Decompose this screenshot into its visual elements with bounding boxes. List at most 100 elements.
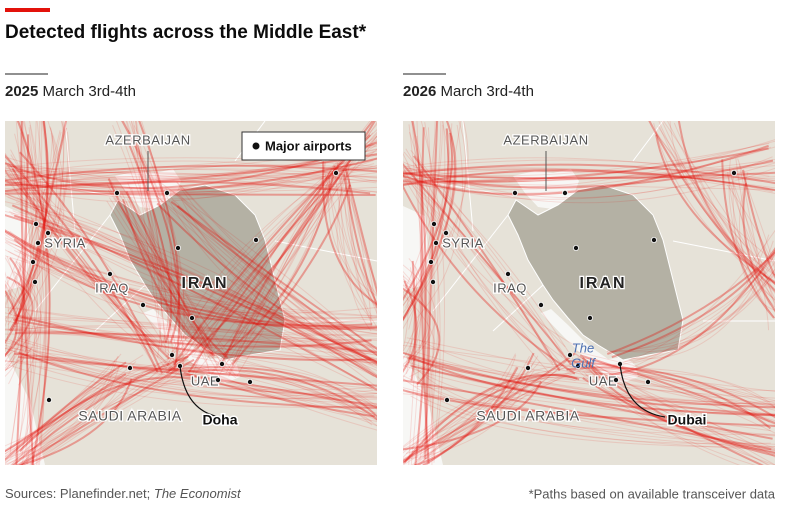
flight-path bbox=[5, 344, 377, 395]
flight-path bbox=[403, 393, 775, 453]
flight-path bbox=[575, 353, 769, 465]
flight-path bbox=[5, 158, 377, 191]
flight-path bbox=[19, 132, 46, 465]
flight-path bbox=[417, 376, 775, 435]
flight-path bbox=[403, 168, 775, 194]
flight-path bbox=[571, 363, 756, 465]
flight-path bbox=[420, 121, 445, 463]
flight-path bbox=[125, 121, 186, 352]
flight-path bbox=[5, 170, 377, 182]
flight-path bbox=[5, 172, 377, 187]
country-label: IRAN bbox=[579, 275, 626, 292]
flight-path bbox=[13, 214, 377, 365]
flight-path bbox=[5, 154, 159, 373]
flight-path bbox=[5, 127, 68, 291]
flight-path bbox=[403, 371, 540, 459]
flight-path bbox=[403, 146, 775, 191]
flight-path bbox=[403, 377, 771, 445]
flight-path bbox=[403, 355, 775, 392]
flight-path bbox=[5, 329, 377, 360]
airport bbox=[188, 314, 195, 321]
flight-path bbox=[5, 160, 377, 183]
flight-path bbox=[167, 148, 377, 380]
annotation-leader bbox=[619, 363, 666, 418]
flight-path bbox=[345, 169, 377, 296]
flight-path bbox=[403, 279, 422, 364]
flight-path bbox=[403, 376, 586, 454]
flight-path bbox=[623, 261, 775, 373]
flight-path bbox=[648, 121, 775, 292]
airport bbox=[252, 237, 259, 244]
flight-path bbox=[228, 163, 335, 375]
flight-path bbox=[20, 369, 178, 465]
flight-path bbox=[5, 177, 156, 348]
flight-path bbox=[131, 121, 169, 367]
flight-path bbox=[18, 355, 377, 387]
flight-path bbox=[8, 162, 172, 370]
flight-path bbox=[7, 121, 65, 312]
airport bbox=[566, 351, 573, 358]
flight-path bbox=[5, 361, 127, 462]
airport bbox=[46, 396, 53, 403]
flight-path bbox=[5, 157, 377, 193]
flight-path bbox=[5, 316, 377, 362]
flight-path bbox=[5, 255, 377, 335]
flight-path bbox=[348, 179, 373, 325]
flight-path bbox=[632, 234, 770, 364]
flight-path bbox=[403, 264, 436, 368]
flight-path bbox=[23, 351, 175, 465]
flight-path bbox=[403, 147, 769, 183]
flight-path bbox=[628, 254, 775, 352]
flight-path bbox=[404, 123, 453, 308]
flight-path bbox=[14, 244, 377, 317]
flight-path bbox=[5, 360, 377, 394]
flight-path bbox=[110, 180, 230, 354]
flight-path bbox=[5, 238, 377, 319]
flight-path bbox=[15, 359, 116, 465]
flight-path bbox=[403, 144, 769, 196]
annotation: Doha bbox=[203, 412, 238, 428]
flight-path bbox=[403, 184, 576, 375]
flight-path bbox=[403, 373, 580, 464]
flight-path bbox=[612, 229, 775, 366]
flight-path bbox=[732, 174, 775, 311]
flight-path bbox=[11, 351, 186, 465]
flight-path bbox=[334, 173, 377, 308]
flight-path bbox=[404, 341, 775, 406]
flight-path bbox=[8, 262, 24, 385]
flight-path bbox=[403, 167, 770, 190]
flight-path bbox=[155, 194, 377, 366]
annotation-leader bbox=[179, 365, 221, 418]
flight-path bbox=[658, 121, 775, 263]
flight-path bbox=[15, 201, 377, 362]
flight-path bbox=[17, 249, 377, 332]
year: 2025 bbox=[5, 83, 38, 100]
flight-path bbox=[11, 355, 189, 465]
flight-path bbox=[9, 121, 49, 332]
flight-path bbox=[127, 182, 218, 365]
water bbox=[403, 351, 443, 465]
flight-path bbox=[5, 214, 377, 379]
flight-path bbox=[9, 121, 37, 455]
flight-path bbox=[729, 168, 775, 304]
flight-path bbox=[9, 359, 188, 458]
airport bbox=[650, 237, 657, 244]
flight-path bbox=[606, 251, 775, 356]
flight-path bbox=[403, 166, 577, 347]
flight-path bbox=[12, 325, 377, 364]
flight-path bbox=[21, 121, 45, 456]
flight-path bbox=[416, 369, 775, 453]
legend-box bbox=[241, 131, 366, 161]
flight-path bbox=[127, 129, 178, 343]
flight-path bbox=[403, 128, 450, 322]
flight-path bbox=[15, 359, 377, 400]
border bbox=[462, 121, 474, 232]
flight-path bbox=[5, 171, 377, 193]
flight-path bbox=[5, 377, 138, 465]
flight-path bbox=[578, 368, 775, 411]
flight-path bbox=[403, 171, 774, 191]
flight-path bbox=[721, 159, 775, 319]
flight-path bbox=[10, 213, 377, 366]
flight-path bbox=[126, 121, 184, 365]
flight-path bbox=[414, 352, 575, 465]
